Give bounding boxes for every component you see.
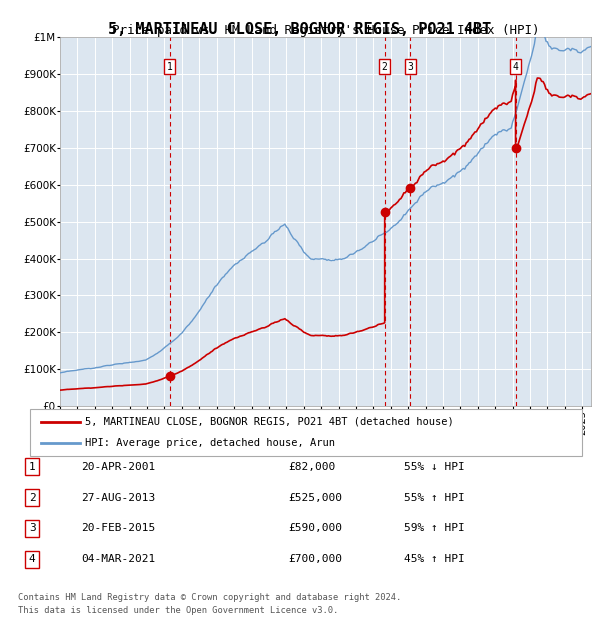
Text: £590,000: £590,000 bbox=[289, 523, 343, 533]
Text: £525,000: £525,000 bbox=[289, 493, 343, 503]
FancyBboxPatch shape bbox=[30, 409, 582, 456]
Text: 1: 1 bbox=[29, 462, 35, 472]
Text: £82,000: £82,000 bbox=[289, 462, 336, 472]
Text: 1: 1 bbox=[167, 62, 173, 72]
Text: 04-MAR-2021: 04-MAR-2021 bbox=[81, 554, 155, 564]
Text: 2: 2 bbox=[382, 62, 388, 72]
Text: 3: 3 bbox=[407, 62, 413, 72]
Text: 45% ↑ HPI: 45% ↑ HPI bbox=[404, 554, 464, 564]
Text: 3: 3 bbox=[29, 523, 35, 533]
Text: 55% ↑ HPI: 55% ↑ HPI bbox=[404, 493, 464, 503]
Text: 55% ↓ HPI: 55% ↓ HPI bbox=[404, 462, 464, 472]
Text: 4: 4 bbox=[29, 554, 35, 564]
Text: HPI: Average price, detached house, Arun: HPI: Average price, detached house, Arun bbox=[85, 438, 335, 448]
Text: 27-AUG-2013: 27-AUG-2013 bbox=[81, 493, 155, 503]
Text: £700,000: £700,000 bbox=[289, 554, 343, 564]
Title: Price paid vs. HM Land Registry's House Price Index (HPI): Price paid vs. HM Land Registry's House … bbox=[112, 24, 539, 37]
Text: 5, MARTINEAU CLOSE, BOGNOR REGIS, PO21 4BT (detached house): 5, MARTINEAU CLOSE, BOGNOR REGIS, PO21 4… bbox=[85, 417, 454, 427]
Text: Contains HM Land Registry data © Crown copyright and database right 2024.: Contains HM Land Registry data © Crown c… bbox=[18, 593, 401, 603]
Text: 20-APR-2001: 20-APR-2001 bbox=[81, 462, 155, 472]
Text: 4: 4 bbox=[512, 62, 518, 72]
Text: 5, MARTINEAU CLOSE, BOGNOR REGIS, PO21 4BT: 5, MARTINEAU CLOSE, BOGNOR REGIS, PO21 4… bbox=[109, 22, 491, 37]
Text: 59% ↑ HPI: 59% ↑ HPI bbox=[404, 523, 464, 533]
Text: This data is licensed under the Open Government Licence v3.0.: This data is licensed under the Open Gov… bbox=[18, 606, 338, 615]
Text: 2: 2 bbox=[29, 493, 35, 503]
Text: 20-FEB-2015: 20-FEB-2015 bbox=[81, 523, 155, 533]
